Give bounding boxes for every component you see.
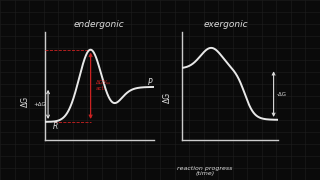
Text: exergonic: exergonic bbox=[203, 20, 248, 29]
Text: P: P bbox=[148, 78, 153, 87]
Text: endergonic: endergonic bbox=[74, 20, 124, 29]
Text: reaction progress
(time): reaction progress (time) bbox=[177, 166, 233, 176]
Text: +ΔG: +ΔG bbox=[33, 102, 46, 107]
Text: ΔG: ΔG bbox=[163, 92, 172, 103]
Text: -ΔG: -ΔG bbox=[276, 92, 286, 97]
Text: ΔG: ΔG bbox=[21, 96, 30, 107]
Text: R: R bbox=[53, 122, 58, 131]
Text: ΔG‰
act.: ΔG‰ act. bbox=[96, 80, 111, 91]
